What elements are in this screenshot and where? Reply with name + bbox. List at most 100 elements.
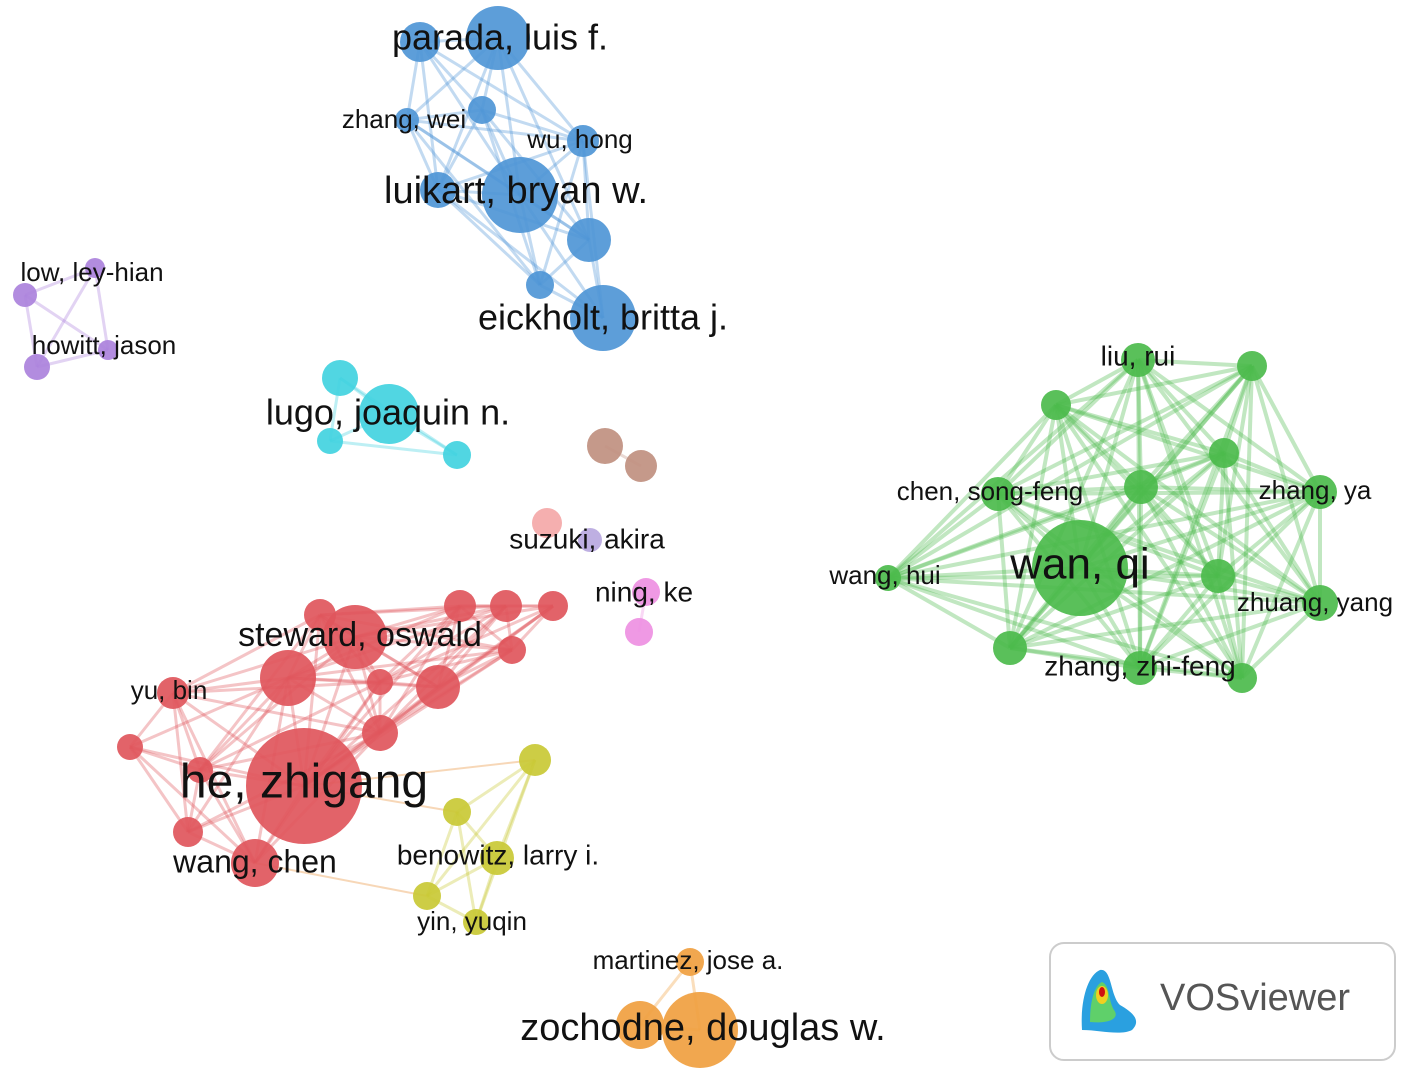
edge (887, 576, 1011, 650)
edge (474, 759, 537, 923)
edge (886, 403, 1058, 580)
edge (481, 108, 584, 143)
edge (1222, 365, 1254, 454)
node-label: zhang, ya (1259, 475, 1372, 505)
edge (887, 576, 1141, 670)
edge (1139, 485, 1220, 578)
edge (1138, 452, 1226, 669)
node-label: parada, luis f. (392, 17, 608, 58)
edge (1009, 490, 1321, 650)
node-label: low, ley-hian (20, 257, 163, 287)
node (173, 817, 203, 847)
node (567, 218, 611, 262)
edge (996, 403, 1058, 496)
edge (997, 492, 1321, 605)
node (443, 441, 471, 469)
edge (1136, 359, 1244, 679)
node (117, 734, 143, 760)
node (482, 157, 558, 233)
edge (1054, 403, 1322, 605)
logo-box: VOSviewer (1049, 942, 1396, 1061)
node (85, 258, 105, 278)
edge (1136, 359, 1142, 669)
edge (128, 746, 190, 833)
node-label: he, zhigang (180, 756, 428, 809)
edge (1055, 403, 1321, 494)
edge (1136, 358, 1322, 605)
node (420, 172, 456, 208)
edge (425, 759, 537, 897)
node-label: steward, oswald (238, 616, 482, 654)
edge (1240, 365, 1254, 679)
edge (329, 439, 458, 457)
edge (1008, 404, 1058, 649)
edge (887, 451, 1225, 580)
edge (24, 293, 109, 352)
edge (1223, 451, 1321, 494)
node (246, 728, 362, 844)
node (362, 715, 398, 751)
edge (378, 605, 462, 734)
node (24, 354, 50, 380)
edge (437, 188, 604, 320)
edge (997, 451, 1225, 496)
edge (1055, 364, 1253, 407)
edge (455, 811, 478, 923)
node (625, 450, 657, 482)
node-label: wang, chen (172, 843, 337, 879)
edge (379, 604, 554, 684)
edge (1139, 666, 1243, 680)
node (981, 477, 1015, 511)
edge (1216, 365, 1254, 577)
edge (1138, 486, 1143, 669)
edge (886, 358, 1140, 580)
node (359, 384, 419, 444)
node (468, 96, 496, 124)
node (98, 340, 118, 360)
node (317, 428, 343, 454)
edge (287, 648, 513, 680)
node (662, 992, 738, 1068)
edge (254, 862, 428, 897)
node (1227, 663, 1257, 693)
node (526, 271, 554, 299)
edge (186, 677, 290, 833)
node (519, 744, 551, 776)
node (444, 590, 476, 622)
node (578, 528, 602, 552)
edge (425, 811, 459, 897)
edge (1240, 601, 1322, 680)
edge (1138, 574, 1220, 670)
node (367, 669, 393, 695)
node-label: martinez, jose a. (593, 945, 784, 975)
node (1209, 438, 1239, 468)
edge (437, 604, 554, 689)
edge (1054, 403, 1244, 680)
edge (378, 604, 462, 684)
node (1124, 470, 1158, 504)
edge (199, 680, 381, 772)
node (1041, 390, 1071, 420)
edge (1138, 365, 1254, 669)
edge (1240, 491, 1322, 679)
edge (887, 485, 1142, 580)
edge (1136, 359, 1143, 488)
edge (379, 604, 554, 735)
node-label: zhuang, yang (1237, 587, 1393, 617)
edge (171, 692, 190, 833)
node (443, 798, 471, 826)
edge (1009, 574, 1219, 650)
edge (1222, 452, 1244, 679)
node-label: yu, bin (131, 675, 208, 705)
node (676, 948, 704, 976)
edge (1054, 403, 1143, 489)
edge (35, 267, 97, 368)
node (567, 125, 599, 157)
edge (172, 691, 381, 735)
edge (24, 266, 96, 297)
edges (23, 36, 1322, 1032)
node-label: luikart, bryan w. (384, 170, 648, 212)
edge (128, 745, 257, 865)
edge (1250, 365, 1322, 493)
node-label: wang, hui (828, 560, 940, 590)
